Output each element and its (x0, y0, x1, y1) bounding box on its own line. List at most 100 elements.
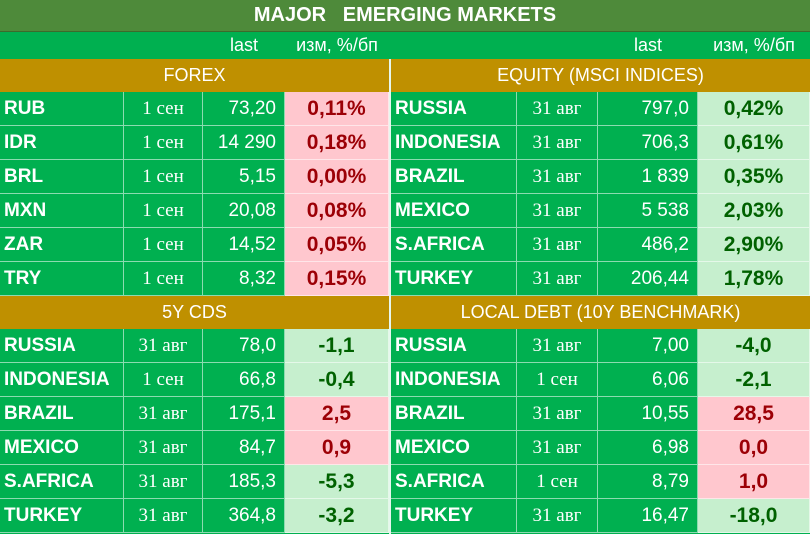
quote-date: 31 авг (124, 499, 203, 533)
board-title: MAJOR EMERGING MARKETS (0, 0, 810, 32)
table-row: MEXICO 31 авг 84,7 0,9 (0, 431, 389, 465)
cds-table: RUSSIA 31 авг 78,0 -1,1 INDONESIA 1 сен 66,8 -0… (0, 329, 389, 533)
market-name: ZAR (0, 228, 124, 262)
last-value: 66,8 (203, 363, 285, 397)
market-name: TURKEY (0, 499, 124, 533)
quote-date: 1 сен (124, 160, 203, 194)
last-value: 14,52 (203, 228, 285, 262)
table-row: S.AFRICA 31 авг 185,3 -5,3 (0, 465, 389, 499)
change-value: 2,90% (698, 228, 810, 262)
last-value: 5 538 (598, 194, 698, 228)
market-name: BRL (0, 160, 124, 194)
change-value: -5,3 (285, 465, 389, 499)
quote-date: 31 авг (517, 262, 598, 296)
table-row: RUB 1 сен 73,20 0,11% (0, 92, 389, 126)
market-name: MXN (0, 194, 124, 228)
quote-date: 31 авг (124, 329, 203, 363)
change-value: -18,0 (698, 499, 810, 533)
cds-section-header: 5Y CDS (0, 296, 389, 329)
change-value: 0,05% (285, 228, 389, 262)
change-value: -1,1 (285, 329, 389, 363)
change-value: 2,5 (285, 397, 389, 431)
market-name: MEXICO (0, 431, 124, 465)
market-name: BRAZIL (0, 397, 124, 431)
last-value: 78,0 (203, 329, 285, 363)
table-row: S.AFRICA 1 сен 8,79 1,0 (391, 465, 810, 499)
table-row: TURKEY 31 авг 16,47 -18,0 (391, 499, 810, 533)
quote-date: 31 авг (517, 397, 598, 431)
quote-date: 1 сен (124, 92, 203, 126)
last-value: 706,3 (598, 126, 698, 160)
table-row: BRAZIL 31 авг 10,55 28,5 (391, 397, 810, 431)
forex-section-header: FOREX (0, 59, 389, 92)
market-name: RUSSIA (391, 329, 517, 363)
market-name: INDONESIA (391, 126, 517, 160)
change-value: 0,9 (285, 431, 389, 465)
market-name: INDONESIA (0, 363, 124, 397)
change-value: -2,1 (698, 363, 810, 397)
last-value: 6,06 (598, 363, 698, 397)
table-row: TRY 1 сен 8,32 0,15% (0, 262, 389, 296)
change-value: 1,0 (698, 465, 810, 499)
last-value: 8,32 (203, 262, 285, 296)
table-row: RUSSIA 31 авг 797,0 0,42% (391, 92, 810, 126)
market-name: S.AFRICA (391, 228, 517, 262)
quote-date: 31 авг (124, 431, 203, 465)
last-value: 10,55 (598, 397, 698, 431)
table-row: BRAZIL 31 авг 175,1 2,5 (0, 397, 389, 431)
change-value: 0,42% (698, 92, 810, 126)
market-name: RUB (0, 92, 124, 126)
quote-date: 31 авг (517, 194, 598, 228)
last-value: 14 290 (203, 126, 285, 160)
quote-date: 31 авг (517, 160, 598, 194)
change-value: 0,15% (285, 262, 389, 296)
market-name: MEXICO (391, 431, 517, 465)
table-row: INDONESIA 1 сен 6,06 -2,1 (391, 363, 810, 397)
quote-date: 31 авг (517, 329, 598, 363)
last-value: 206,44 (598, 262, 698, 296)
table-row: IDR 1 сен 14 290 0,18% (0, 126, 389, 160)
change-value: 2,03% (698, 194, 810, 228)
panel-divider (389, 59, 391, 534)
quote-date: 31 авг (124, 397, 203, 431)
change-value: 0,11% (285, 92, 389, 126)
local-debt-section-header: LOCAL DEBT (10Y BENCHMARK) (391, 296, 810, 329)
last-value: 1 839 (598, 160, 698, 194)
market-name: RUSSIA (0, 329, 124, 363)
market-name: MEXICO (391, 194, 517, 228)
table-row: S.AFRICA 31 авг 486,2 2,90% (391, 228, 810, 262)
change-value: 28,5 (698, 397, 810, 431)
change-value: 0,61% (698, 126, 810, 160)
market-name: BRAZIL (391, 397, 517, 431)
change-value: 0,0 (698, 431, 810, 465)
change-value: -3,2 (285, 499, 389, 533)
quote-date: 1 сен (124, 363, 203, 397)
market-name: TRY (0, 262, 124, 296)
last-value: 5,15 (203, 160, 285, 194)
change-value: -0,4 (285, 363, 389, 397)
table-row: TURKEY 31 авг 364,8 -3,2 (0, 499, 389, 533)
quote-date: 31 авг (517, 126, 598, 160)
table-row: MXN 1 сен 20,08 0,08% (0, 194, 389, 228)
market-name: IDR (0, 126, 124, 160)
last-value: 7,00 (598, 329, 698, 363)
forex-table: RUB 1 сен 73,20 0,11% IDR 1 сен 14 290 0,18% BRL… (0, 92, 389, 296)
market-name: S.AFRICA (391, 465, 517, 499)
local-debt-table: RUSSIA 31 авг 7,00 -4,0 INDONESIA 1 сен 6,06 -2… (391, 329, 810, 533)
quote-date: 1 сен (124, 262, 203, 296)
table-row: INDONESIA 1 сен 66,8 -0,4 (0, 363, 389, 397)
quote-date: 31 авг (124, 465, 203, 499)
right-change-header: изм, %/бп (713, 35, 795, 55)
quote-date: 31 авг (517, 431, 598, 465)
market-name: BRAZIL (391, 160, 517, 194)
last-value: 73,20 (203, 92, 285, 126)
change-value: 0,35% (698, 160, 810, 194)
equity-table: RUSSIA 31 авг 797,0 0,42% INDONESIA 31 авг 706… (391, 92, 810, 296)
left-last-header: last (229, 35, 258, 55)
quote-date: 31 авг (517, 228, 598, 262)
table-row: BRAZIL 31 авг 1 839 0,35% (391, 160, 810, 194)
table-row: TURKEY 31 авг 206,44 1,78% (391, 262, 810, 296)
change-value: 1,78% (698, 262, 810, 296)
market-name: TURKEY (391, 499, 517, 533)
left-change-header: изм, %/бп (296, 35, 378, 55)
